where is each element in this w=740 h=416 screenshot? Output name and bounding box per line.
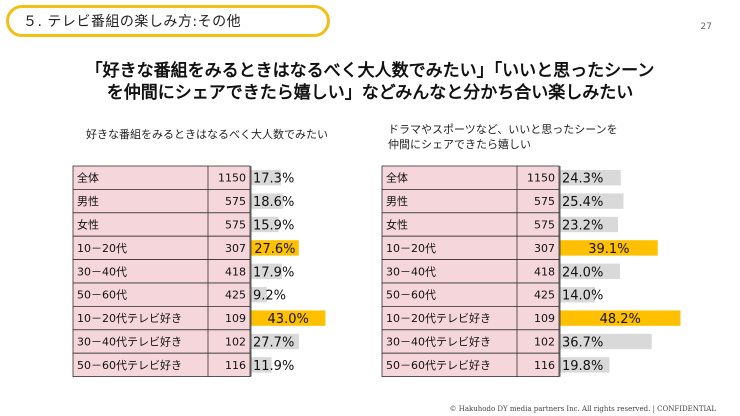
left-sample-size: 418 xyxy=(225,265,246,278)
right-bar xyxy=(560,287,595,303)
right-sample-size: 102 xyxy=(534,336,555,349)
left-bar xyxy=(251,287,267,303)
left-bar xyxy=(251,240,299,256)
right-bar xyxy=(560,170,621,186)
bar-chart-left: 全体 1150 17.3% 男性 575 18.6% 女性 575 15.9% 10－20代 307… xyxy=(72,165,326,377)
left-category-label: 10－20代 xyxy=(77,242,127,255)
right-sample-size: 116 xyxy=(534,359,555,372)
left-sample-size: 102 xyxy=(225,336,246,349)
right-category-label: 10－20代 xyxy=(386,242,436,255)
left-sample-size: 425 xyxy=(225,289,246,302)
section-title: ５. テレビ番組の楽しみ方:その他 xyxy=(23,14,242,30)
headline-line-1: 「好きな番組をみるときはなるべく大人数でみたい」「いいと思ったシーン xyxy=(85,61,655,81)
right-data-label: 24.3% xyxy=(562,172,603,187)
left-sample-size: 116 xyxy=(225,359,246,372)
left-table-row xyxy=(72,188,251,214)
right-data-label: 19.8% xyxy=(562,359,603,374)
section-title-pill: ５. テレビ番組の楽しみ方:その他 xyxy=(6,5,330,37)
right-data-label: 48.2% xyxy=(600,312,641,327)
left-category-label: 50－60代 xyxy=(77,289,127,302)
right-sample-size: 418 xyxy=(534,265,555,278)
left-table-row xyxy=(72,352,251,377)
chart-title-right-line-1: ドラマやスポーツなど、いいと思ったシーンを xyxy=(388,123,618,136)
right-data-label: 39.1% xyxy=(588,242,629,257)
left-sample-size: 575 xyxy=(225,219,246,232)
left-bar xyxy=(251,333,299,350)
left-table-row xyxy=(72,212,251,237)
left-bar xyxy=(251,357,272,373)
right-category-label: 30－40代テレビ好き xyxy=(386,335,491,349)
left-data-label: 9.2% xyxy=(253,289,286,304)
left-data-label: 27.7% xyxy=(253,336,294,351)
right-category-label: 男性 xyxy=(386,194,408,208)
left-sample-size: 1150 xyxy=(218,172,246,185)
right-bar xyxy=(560,240,658,256)
right-sample-size: 109 xyxy=(534,312,555,325)
left-data-label: 17.9% xyxy=(253,265,294,280)
left-category-label: 30－40代 xyxy=(77,265,127,278)
left-sample-size: 109 xyxy=(225,312,246,325)
right-category-label: 50－60代 xyxy=(386,289,436,302)
right-bar xyxy=(560,333,652,350)
right-data-label: 14.0% xyxy=(562,289,603,304)
left-category-label: 10－20代テレビ好き xyxy=(77,311,182,325)
copyright-footer: © Hakuhodo DY media partners Inc. All ri… xyxy=(449,405,717,413)
right-category-label: 全体 xyxy=(386,171,408,185)
right-table-row xyxy=(381,212,560,237)
left-bar xyxy=(251,216,279,233)
right-data-label: 23.2% xyxy=(562,219,603,234)
right-sample-size: 575 xyxy=(534,219,555,232)
left-category-label: 女性 xyxy=(77,218,99,232)
left-bar xyxy=(251,170,281,186)
left-data-label: 15.9% xyxy=(253,219,294,234)
right-bar xyxy=(560,216,618,233)
left-data-label: 27.6% xyxy=(254,242,295,257)
right-category-label: 女性 xyxy=(386,218,408,232)
chart-title-left: 好きな番組をみるときはなるべく大人数でみたい xyxy=(86,127,328,142)
left-data-label: 18.6% xyxy=(253,195,294,210)
left-bar xyxy=(251,310,326,326)
left-category-label: 男性 xyxy=(77,194,99,208)
left-sample-size: 307 xyxy=(225,242,246,255)
right-data-label: 24.0% xyxy=(562,265,603,280)
left-category-label: 50－60代テレビ好き xyxy=(77,358,182,372)
left-data-label: 11.9% xyxy=(253,359,294,374)
left-category-label: 30－40代テレビ好き xyxy=(77,335,182,349)
right-sample-size: 575 xyxy=(534,195,555,208)
right-bar xyxy=(560,263,620,279)
right-data-label: 36.7% xyxy=(562,336,603,351)
left-bar xyxy=(251,193,284,209)
right-category-label: 50－60代テレビ好き xyxy=(386,358,491,372)
headline: 「好きな番組をみるときはなるべく大人数でみたい」「いいと思ったシーン を仲間にシ… xyxy=(40,60,700,104)
right-sample-size: 307 xyxy=(534,242,555,255)
left-data-label: 17.3% xyxy=(253,172,294,187)
left-data-label: 43.0% xyxy=(268,312,309,327)
right-bar xyxy=(560,310,681,326)
left-sample-size: 575 xyxy=(225,195,246,208)
right-sample-size: 1150 xyxy=(527,172,555,185)
chart-title-left-line-1: 好きな番組をみるときはなるべく大人数でみたい xyxy=(86,128,328,141)
left-bar xyxy=(251,263,282,279)
chart-title-right-line-2: 仲間にシェアできたら嬉しい xyxy=(388,138,531,151)
right-bar xyxy=(560,193,624,209)
right-table-row xyxy=(381,352,560,377)
page-number: 27 xyxy=(700,22,712,32)
right-data-label: 25.4% xyxy=(562,195,603,210)
right-sample-size: 425 xyxy=(534,289,555,302)
right-category-label: 10－20代テレビ好き xyxy=(386,311,491,325)
bar-chart-right: 全体 1150 24.3% 男性 575 25.4% 女性 575 23.2% 10－20代 307… xyxy=(381,165,681,377)
right-bar xyxy=(560,357,610,373)
right-category-label: 30－40代 xyxy=(386,265,436,278)
chart-title-right: ドラマやスポーツなど、いいと思ったシーンを 仲間にシェアできたら嬉しい xyxy=(388,122,618,152)
left-category-label: 全体 xyxy=(77,171,99,185)
headline-line-2: を仲間にシェアできたら嬉しい」などみんなと分かち合い楽しみたい xyxy=(106,83,634,103)
right-table-row xyxy=(381,188,560,214)
